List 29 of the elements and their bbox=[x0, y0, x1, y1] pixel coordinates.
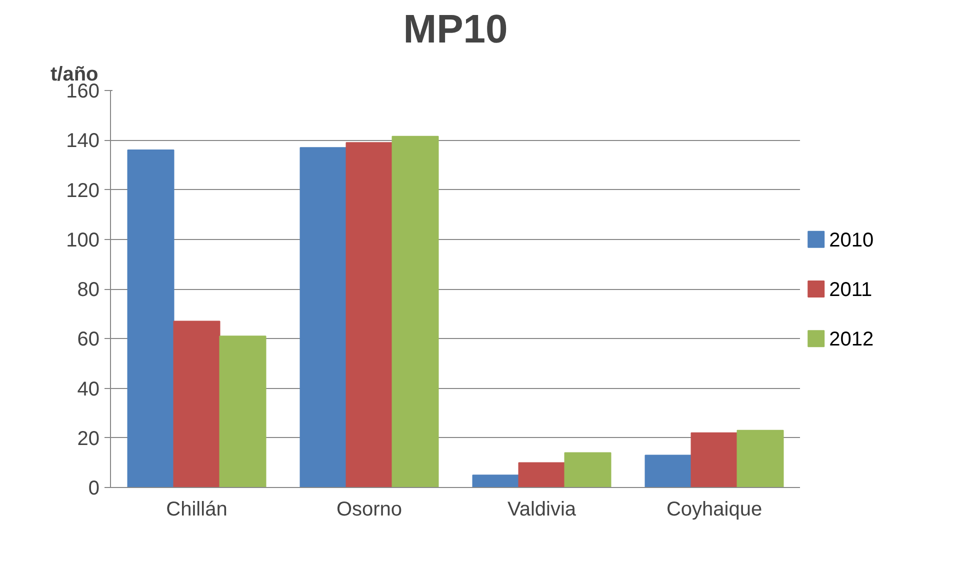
bar bbox=[173, 320, 220, 488]
y-tick-label: 60 bbox=[77, 328, 100, 351]
x-tick-label: Valdivia bbox=[507, 498, 577, 520]
bar bbox=[300, 147, 347, 488]
y-tick-label: 0 bbox=[88, 478, 100, 500]
x-tick-label: Coyhaique bbox=[666, 498, 762, 520]
legend-label: 2012 bbox=[829, 328, 874, 351]
bar bbox=[690, 432, 738, 488]
y-tick-label: 80 bbox=[77, 279, 100, 301]
x-tick-label: Chillán bbox=[166, 498, 228, 520]
bar bbox=[564, 452, 612, 488]
y-tick-label: 100 bbox=[66, 229, 100, 252]
bar bbox=[219, 336, 266, 488]
chart-title: MP10 bbox=[403, 8, 508, 52]
y-tick-label: 160 bbox=[66, 80, 100, 102]
y-tick-label: 20 bbox=[77, 428, 100, 450]
bar bbox=[392, 136, 439, 488]
y-tick-label: 120 bbox=[66, 180, 100, 202]
bar bbox=[346, 142, 393, 488]
y-tick-label: 40 bbox=[77, 378, 100, 400]
bar bbox=[472, 474, 520, 488]
bar bbox=[644, 454, 692, 488]
legend-label: 2011 bbox=[829, 279, 872, 301]
y-tick-label: 140 bbox=[66, 130, 100, 152]
bar bbox=[518, 462, 566, 488]
x-tick-label: Osorno bbox=[336, 498, 402, 520]
bar bbox=[127, 150, 174, 488]
legend-label: 2010 bbox=[829, 229, 874, 252]
bar bbox=[736, 430, 784, 488]
